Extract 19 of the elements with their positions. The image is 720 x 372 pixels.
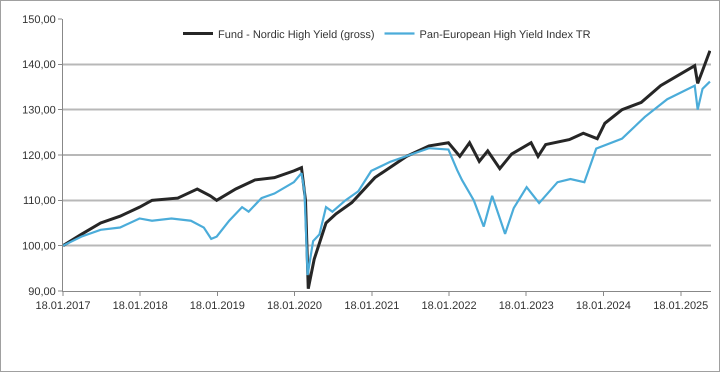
x-tick-label: 18.01.2019 [190,300,245,312]
y-tick-label: 90,00 [28,286,56,298]
x-tick-label: 18.01.2017 [35,300,91,312]
y-tick-label: 110,00 [22,195,56,208]
y-tick-label: 100,00 [22,240,56,253]
x-tick-label: 18.01.2018 [112,300,168,312]
x-tick-label: 18.01.2022 [422,300,477,312]
y-tick-label: 130,00 [22,104,56,117]
y-tick-label: 150,00 [22,14,56,26]
x-tick-label: 18.01.2021 [344,300,400,312]
y-tick-label: 120,00 [22,150,56,162]
x-tick-label: 18.01.2025 [653,300,708,312]
y-tick-label: 140,00 [22,59,56,72]
x-tick-label: 18.01.2023 [498,300,554,312]
legend-label: Fund - Nordic High Yield (gross) [218,28,375,41]
x-tick-label: 18.01.2024 [576,300,631,312]
legend-label: Pan-European High Yield Index TR [420,28,591,41]
x-tick-label: 18.01.2020 [266,300,322,312]
line-series [63,80,711,276]
